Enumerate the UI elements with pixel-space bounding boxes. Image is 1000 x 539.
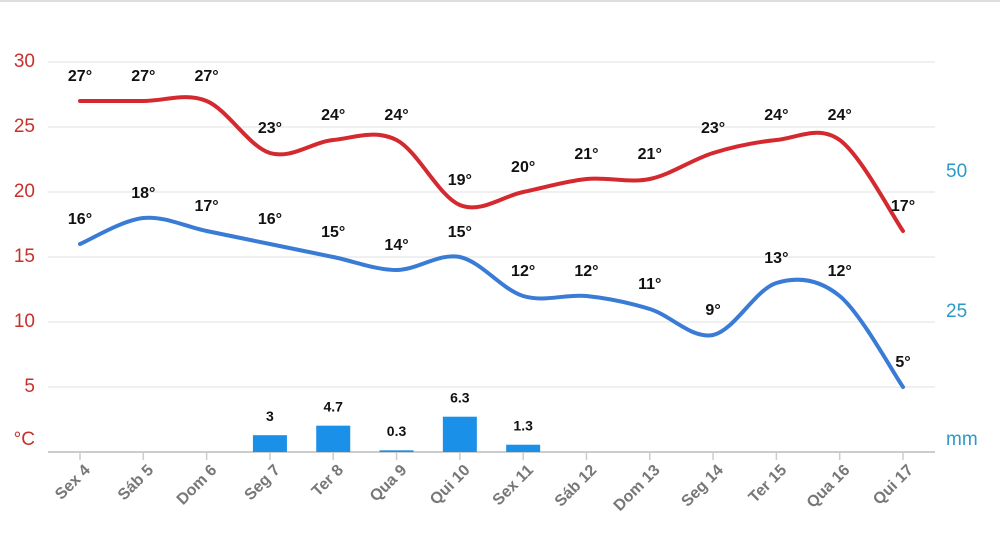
data-label: 24° — [384, 107, 408, 124]
data-label: 15° — [321, 224, 345, 241]
data-label: 13° — [764, 250, 788, 267]
y2-tick-label: 50 — [946, 161, 967, 182]
data-label: 4.7 — [323, 398, 343, 414]
rain-bar — [252, 435, 287, 452]
data-label: 24° — [764, 107, 788, 124]
data-label: 0.3 — [387, 423, 407, 439]
data-label: 12° — [574, 263, 598, 280]
data-label: 15° — [448, 224, 472, 241]
rain-bar — [442, 416, 477, 452]
rain-bar — [506, 444, 541, 452]
data-label: 17° — [891, 198, 915, 215]
x-tick-label: Qui 10 — [427, 462, 474, 509]
rain-bar — [316, 425, 351, 452]
x-tick-label: Ter 15 — [746, 462, 791, 507]
x-tick-label: Sex 4 — [52, 462, 94, 504]
data-label: 3 — [266, 408, 274, 424]
temperature-line — [78, 215, 905, 389]
data-label: 9° — [705, 302, 720, 319]
data-label: 12° — [828, 263, 852, 280]
data-label: 16° — [258, 211, 282, 228]
y-tick-label: °C — [14, 429, 35, 450]
x-tick-label: Sex 11 — [490, 462, 537, 509]
data-label: 17° — [195, 198, 219, 215]
data-label: 16° — [68, 211, 92, 228]
data-label: 27° — [131, 68, 155, 85]
x-tick-label: Dom 13 — [611, 462, 664, 515]
data-label: 23° — [258, 120, 282, 137]
data-label: 19° — [448, 172, 472, 189]
data-label: 27° — [68, 68, 92, 85]
data-label: 21° — [638, 146, 662, 163]
data-label: 14° — [384, 237, 408, 254]
data-label: 23° — [701, 120, 725, 137]
y-tick-label: 5 — [24, 376, 35, 397]
y2-tick-label: 25 — [946, 301, 967, 322]
data-label: 12° — [511, 263, 535, 280]
data-label: 6.3 — [450, 389, 470, 405]
data-label: 21° — [574, 146, 598, 163]
x-tick-label: Sáb 5 — [115, 462, 157, 504]
y-tick-label: 30 — [14, 51, 35, 72]
y-tick-label: 25 — [14, 116, 35, 137]
rain-bar — [379, 450, 414, 452]
x-tick-label: Dom 6 — [174, 462, 221, 509]
x-tick-label: Qua 16 — [804, 462, 854, 512]
data-label: 11° — [638, 276, 661, 293]
data-label: 24° — [321, 107, 345, 124]
x-tick-label: Ter 8 — [309, 462, 347, 500]
x-tick-label: Seg 14 — [678, 462, 727, 511]
y-tick-label: 10 — [14, 311, 35, 332]
data-label: 20° — [511, 159, 535, 176]
data-label: 1.3 — [513, 417, 533, 433]
y-tick-label: 15 — [14, 246, 35, 267]
x-tick-label: Seg 7 — [242, 462, 284, 504]
temperature-line — [78, 95, 905, 233]
x-tick-label: Qua 9 — [367, 462, 411, 506]
y2-tick-label: mm — [946, 429, 978, 450]
x-tick-label: Qui 17 — [870, 462, 917, 509]
data-label: 24° — [828, 107, 852, 124]
data-label: 5° — [895, 354, 910, 371]
data-label: 27° — [195, 68, 219, 85]
data-label: 18° — [131, 185, 155, 202]
x-tick-label: Sáb 12 — [552, 462, 601, 511]
y-tick-label: 20 — [14, 181, 35, 202]
